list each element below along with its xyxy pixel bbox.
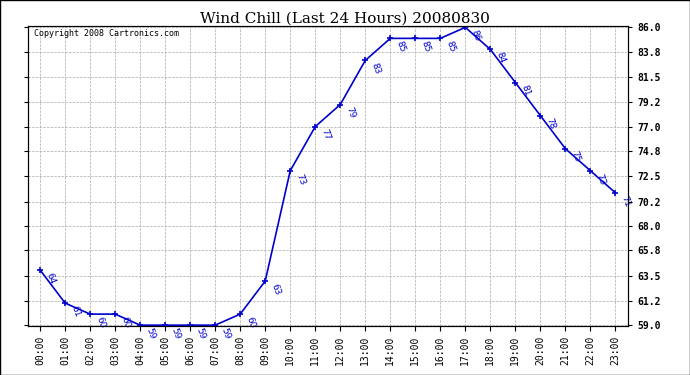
Text: 61: 61: [69, 304, 81, 318]
Text: 60: 60: [95, 315, 107, 329]
Text: 85: 85: [444, 40, 457, 54]
Text: 86: 86: [469, 29, 482, 43]
Text: 75: 75: [569, 150, 582, 164]
Text: 59: 59: [219, 327, 232, 340]
Text: 84: 84: [495, 51, 507, 64]
Text: Wind Chill (Last 24 Hours) 20080830: Wind Chill (Last 24 Hours) 20080830: [200, 11, 490, 25]
Text: 85: 85: [420, 40, 432, 54]
Text: Copyright 2008 Cartronics.com: Copyright 2008 Cartronics.com: [34, 29, 179, 38]
Text: 59: 59: [195, 327, 207, 340]
Text: 79: 79: [344, 106, 357, 120]
Text: 85: 85: [395, 40, 407, 54]
Text: 71: 71: [620, 194, 632, 208]
Text: 73: 73: [295, 172, 307, 186]
Text: 59: 59: [169, 327, 181, 340]
Text: 60: 60: [244, 315, 257, 329]
Text: 81: 81: [520, 84, 532, 98]
Text: 60: 60: [119, 315, 132, 329]
Text: 73: 73: [595, 172, 607, 186]
Text: 83: 83: [369, 62, 382, 76]
Text: 64: 64: [44, 272, 57, 285]
Text: 78: 78: [544, 117, 557, 131]
Text: 63: 63: [269, 282, 282, 296]
Text: 59: 59: [144, 327, 157, 340]
Text: 77: 77: [319, 128, 332, 142]
